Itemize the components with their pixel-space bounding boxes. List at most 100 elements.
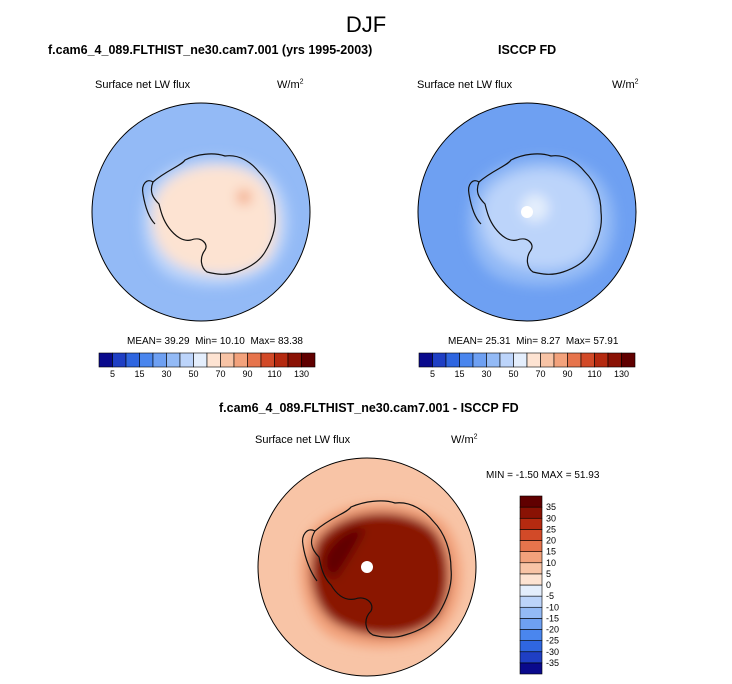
diff-colorbar-tick-label: -35 [546,658,559,668]
model-colorbar-box [287,352,302,368]
figure-title: DJF [345,12,387,37]
diff-colorbar-tick-label: 35 [546,502,556,512]
model-colorbar-box [260,352,275,368]
model-colorbar-tick-label: 130 [294,369,309,379]
obs-peninsula [468,180,482,225]
model-colorbar-box [247,352,262,368]
obs-colorbar-tick-label: 130 [614,369,629,379]
model-coastline [150,153,276,275]
obs-colorbar-box [540,352,555,368]
model-colorbar-tick-label: 50 [188,369,198,379]
diff-colorbar-tick-label: 5 [546,569,551,579]
diff-colorbar-tick-label: -5 [546,591,554,601]
model-units-label: W/m2 [277,78,304,91]
diff-colorbar-tick-label: -15 [546,613,559,623]
model-peninsula [142,180,156,225]
obs-colorbar-box [567,352,582,368]
diff-map-frame [257,457,477,677]
obs-colorbar-box [607,352,622,368]
diff-pole-hole [361,561,373,573]
model-colorbar-box [233,352,248,368]
obs-panel-title: ISCCP FD [498,43,557,57]
diff-colorbar-box [519,606,543,619]
obs-colorbar-box [580,352,595,368]
model-colorbar-box [193,352,208,368]
obs-colorbar-box [418,352,433,368]
obs-stats: MEAN= 25.31 Min= 8.27 Max= 57.91 [448,336,619,347]
diff-peninsula [302,529,318,582]
model-colorbar-tick-label: 70 [215,369,225,379]
obs-colorbar-tick-label: 15 [454,369,464,379]
obs-colorbar-tick-label: 5 [430,369,435,379]
model-continent-field [152,165,277,275]
model-colorbar-box [301,352,316,368]
obs-colorbar-box [513,352,528,368]
diff-colorbar-box [519,551,543,564]
model-colorbar-tick-label: 15 [134,369,144,379]
diff-colorbar-box [519,595,543,608]
diff-polar-map [257,457,477,677]
diff-colorbar-box [519,618,543,630]
diff-colorbar-box [519,540,543,552]
diff-colorbar-tick-label: -10 [546,602,559,612]
diff-colorbar-tick-label: 25 [546,524,556,534]
model-colorbar-box [206,352,221,368]
diff-stats: MIN = -1.50 MAX = 51.93 [486,470,600,481]
model-colorbar-box [98,352,113,368]
model-colorbar-box [125,352,140,368]
model-variable-label: Surface net LW flux [95,79,191,91]
diff-panel-title: f.cam6_4_089.FLTHIST_ne30.cam7.001 - ISC… [219,401,519,415]
obs-colorbar-tick-label: 110 [587,369,601,379]
model-colorbar: 5 15 30 50 70 90 110 130 [98,352,316,379]
diff-colorbar-tick-label: -30 [546,647,559,657]
diff-colorbar-box [519,629,543,641]
obs-coastline [476,153,602,275]
diff-colorbar-box [519,573,543,586]
obs-polar-map [417,102,637,322]
obs-colorbar-box [594,352,609,368]
diff-colorbar-box [519,495,543,508]
obs-colorbar-box [432,352,447,368]
model-panel-title: f.cam6_4_089.FLTHIST_ne30.cam7.001 (yrs … [48,43,373,57]
obs-units-label: W/m2 [612,78,639,91]
model-colorbar-box [274,352,289,368]
diff-variable-label: Surface net LW flux [255,434,351,446]
obs-colorbar-box [553,352,568,368]
model-colorbar-tick-label: 90 [242,369,252,379]
obs-colorbar-box [459,352,474,368]
diff-colorbar-box [519,506,543,519]
model-hotspot [237,190,251,204]
diff-colorbar-box [519,529,543,541]
diff-colorbar-tick-label: 0 [546,580,551,590]
obs-colorbar-box [526,352,541,368]
obs-colorbar-box [499,352,514,368]
obs-colorbar-box [486,352,501,368]
model-colorbar-box [220,352,235,368]
obs-colorbar-tick-label: 50 [508,369,518,379]
obs-colorbar: 5 15 30 50 70 90 110 130 [418,352,636,379]
diff-colorbar-tick-label: 20 [546,536,556,546]
diff-colorbar-tick-label: -25 [546,636,559,646]
model-colorbar-tick-label: 110 [267,369,281,379]
diff-colorbar-tick-label: 15 [546,547,556,557]
model-colorbar-box [166,352,181,368]
model-stats: MEAN= 39.29 Min= 10.10 Max= 83.38 [127,336,303,347]
model-colorbar-box [179,352,194,368]
diff-colorbar-tick-label: 10 [546,558,556,568]
model-colorbar-box [152,352,167,368]
obs-pole-hole [521,206,533,218]
diff-colorbar-tick-label: 30 [546,513,556,523]
diff-colorbar-box [519,640,543,653]
diff-hotspot [323,528,365,579]
obs-colorbar-box [621,352,636,368]
model-colorbar-box [139,352,154,368]
obs-variable-label: Surface net LW flux [417,79,513,91]
obs-colorbar-box [445,352,460,368]
obs-colorbar-tick-label: 70 [535,369,545,379]
obs-colorbar-box [472,352,487,368]
model-colorbar-tick-label: 30 [161,369,171,379]
diff-colorbar-box [519,517,543,530]
obs-colorbar-tick-label: 30 [481,369,491,379]
model-polar-map [91,102,311,322]
